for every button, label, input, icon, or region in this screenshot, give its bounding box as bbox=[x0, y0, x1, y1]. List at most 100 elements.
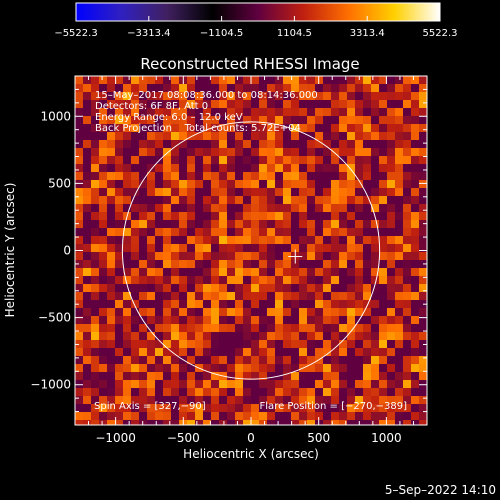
heatmap-cell bbox=[403, 308, 411, 316]
heatmap-cell bbox=[83, 332, 91, 340]
heatmap-cell bbox=[299, 332, 307, 340]
heatmap-cell bbox=[179, 316, 187, 324]
heatmap-cell bbox=[411, 300, 419, 308]
heatmap-cell bbox=[83, 212, 91, 220]
heatmap-cell bbox=[243, 300, 251, 308]
heatmap-cell bbox=[99, 300, 107, 308]
heatmap-cell bbox=[91, 396, 99, 404]
heatmap-cell bbox=[227, 124, 235, 132]
heatmap-cell bbox=[291, 236, 299, 244]
heatmap-cell bbox=[83, 156, 91, 164]
heatmap-cell bbox=[323, 212, 331, 220]
heatmap-cell bbox=[75, 196, 83, 204]
heatmap-cell bbox=[211, 188, 219, 196]
heatmap-cell bbox=[219, 220, 227, 228]
heatmap-cell bbox=[131, 316, 139, 324]
heatmap-cell bbox=[155, 412, 163, 420]
heatmap-cell bbox=[259, 140, 267, 148]
heatmap-cell bbox=[251, 276, 259, 284]
heatmap-cell bbox=[267, 100, 275, 108]
heatmap-cell bbox=[347, 116, 355, 124]
heatmap-cell bbox=[355, 412, 363, 420]
heatmap-cell bbox=[259, 100, 267, 108]
heatmap-cell bbox=[331, 92, 339, 100]
heatmap-cell bbox=[355, 172, 363, 180]
heatmap-cell bbox=[347, 180, 355, 188]
heatmap-cell bbox=[107, 356, 115, 364]
heatmap-cell bbox=[131, 332, 139, 340]
heatmap-cell bbox=[395, 260, 403, 268]
heatmap-cell bbox=[139, 244, 147, 252]
heatmap-cell bbox=[299, 420, 307, 425]
heatmap-cell bbox=[419, 420, 427, 425]
heatmap-cell bbox=[163, 404, 171, 412]
heatmap-cell bbox=[187, 324, 195, 332]
heatmap-cell bbox=[123, 108, 131, 116]
heatmap-cell bbox=[371, 324, 379, 332]
heatmap-cell bbox=[147, 236, 155, 244]
heatmap-cell bbox=[371, 292, 379, 300]
heatmap-cell bbox=[363, 220, 371, 228]
heatmap-cell bbox=[411, 332, 419, 340]
heatmap-cell bbox=[147, 364, 155, 372]
heatmap-cell bbox=[179, 372, 187, 380]
heatmap-cell bbox=[219, 284, 227, 292]
heatmap-cell bbox=[99, 244, 107, 252]
heatmap-cell bbox=[347, 100, 355, 108]
heatmap-cell bbox=[171, 124, 179, 132]
heatmap-cell bbox=[395, 132, 403, 140]
heatmap-cell bbox=[203, 180, 211, 188]
heatmap-cell bbox=[307, 180, 315, 188]
heatmap-cell bbox=[371, 276, 379, 284]
heatmap-cell bbox=[195, 300, 203, 308]
heatmap-cell bbox=[411, 116, 419, 124]
heatmap-cell bbox=[283, 356, 291, 364]
heatmap-cell bbox=[403, 148, 411, 156]
heatmap-cell bbox=[259, 132, 267, 140]
heatmap-cell bbox=[91, 236, 99, 244]
heatmap-cell bbox=[123, 396, 131, 404]
heatmap-cell bbox=[339, 220, 347, 228]
heatmap-cell bbox=[75, 356, 83, 364]
heatmap-cell bbox=[171, 372, 179, 380]
heatmap-cell bbox=[139, 364, 147, 372]
heatmap-cell bbox=[203, 188, 211, 196]
heatmap-cell bbox=[211, 100, 219, 108]
heatmap-cell bbox=[99, 236, 107, 244]
heatmap-cell bbox=[115, 124, 123, 132]
heatmap-cell bbox=[307, 228, 315, 236]
heatmap-cell bbox=[187, 372, 195, 380]
heatmap-cell bbox=[155, 308, 163, 316]
heatmap-cell bbox=[387, 412, 395, 420]
heatmap-cell bbox=[211, 244, 219, 252]
heatmap-cell bbox=[339, 204, 347, 212]
heatmap-cell bbox=[171, 260, 179, 268]
heatmap-cell bbox=[379, 148, 387, 156]
heatmap-cell bbox=[339, 412, 347, 420]
heatmap-image bbox=[75, 76, 427, 425]
heatmap-cell bbox=[187, 252, 195, 260]
heatmap-cell bbox=[163, 76, 171, 84]
heatmap-cell bbox=[307, 396, 315, 404]
heatmap-cell bbox=[395, 364, 403, 372]
heatmap-cell bbox=[403, 132, 411, 140]
heatmap-cell bbox=[83, 76, 91, 84]
heatmap-cell bbox=[147, 404, 155, 412]
heatmap-cell bbox=[299, 348, 307, 356]
heatmap-cell bbox=[75, 108, 83, 116]
heatmap-cell bbox=[411, 388, 419, 396]
heatmap-cell bbox=[355, 196, 363, 204]
heatmap-cell bbox=[355, 396, 363, 404]
heatmap-cell bbox=[107, 92, 115, 100]
heatmap-cell bbox=[171, 188, 179, 196]
heatmap-cell bbox=[267, 124, 275, 132]
heatmap-cell bbox=[195, 372, 203, 380]
heatmap-cell bbox=[155, 276, 163, 284]
heatmap-cell bbox=[395, 116, 403, 124]
heatmap-cell bbox=[219, 308, 227, 316]
heatmap-cell bbox=[283, 84, 291, 92]
heatmap-cell bbox=[107, 372, 115, 380]
heatmap-cell bbox=[403, 292, 411, 300]
heatmap-cell bbox=[179, 140, 187, 148]
heatmap-cell bbox=[411, 316, 419, 324]
